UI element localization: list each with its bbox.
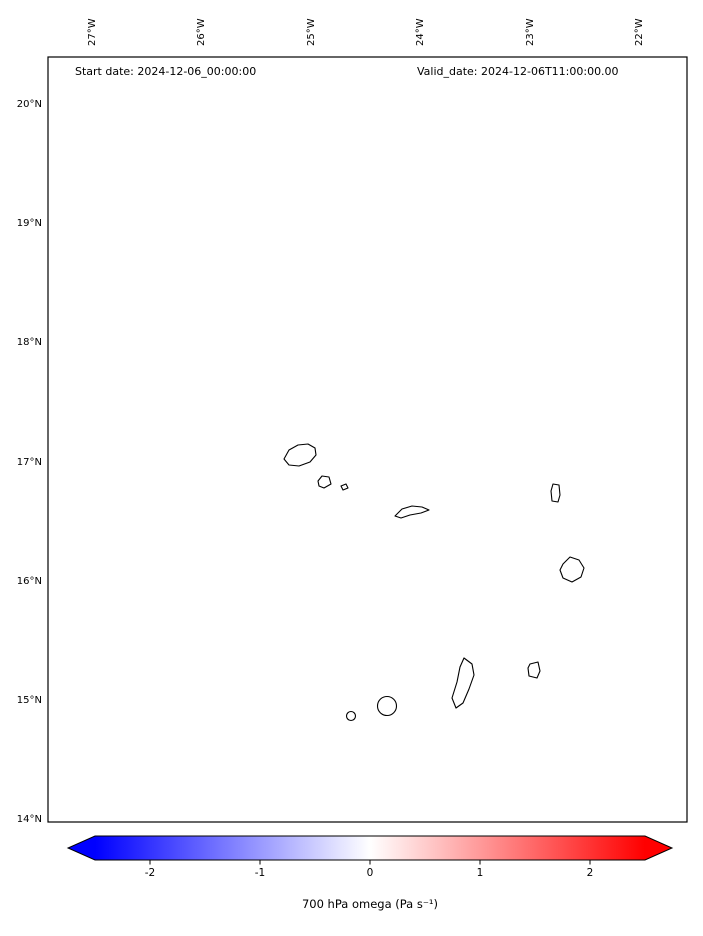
colorbar-left-arrow: [68, 836, 95, 860]
y-tick-label-17n: 17°N: [16, 457, 42, 468]
x-tick-label-25w: 25°W: [306, 18, 317, 46]
start-date-text: Start date: 2024-12-06_00:00:00: [75, 65, 257, 78]
colorbar-tick-label: 2: [587, 867, 594, 879]
colorbar: -2 -1 0 1 2: [66, 835, 674, 879]
colorbar-tick-label: 1: [477, 867, 484, 879]
colorbar-tick-label: 0: [367, 867, 374, 879]
colorbar-gradient: [95, 836, 645, 860]
x-tick-label-23w: 23°W: [525, 18, 536, 46]
x-tick-label-22w: 22°W: [634, 18, 645, 46]
colorbar-outline: [66, 835, 674, 861]
colorbar-ticks: [149, 860, 591, 865]
colorbar-label: 700 hPa omega (Pa s⁻¹): [301, 897, 439, 911]
x-tick-label-24w: 24°W: [415, 18, 426, 46]
colorbar-tick-label: -2: [145, 867, 155, 879]
colorbar-right-arrow: [645, 836, 672, 860]
colorbar-tick-label: -1: [255, 867, 265, 879]
x-tick-label-26w: 26°W: [196, 18, 207, 46]
y-tick-label-19n: 19°N: [16, 218, 42, 229]
y-tick-label-15n: 15°N: [16, 695, 42, 706]
x-tick-label-27w: 27°W: [87, 18, 98, 46]
y-tick-label-18n: 18°N: [16, 337, 42, 348]
plot-title-band: Start date: 2024-12-06_00:00:00 Valid_da…: [49, 62, 686, 81]
omega-field-heatmap: [48, 57, 687, 822]
y-tick-label-16n: 16°N: [16, 576, 42, 587]
valid-date-text: Valid_date: 2024-12-06T11:00:00.00: [417, 65, 619, 78]
y-tick-label-20n: 20°N: [16, 99, 42, 110]
y-tick-label-14n: 14°N: [16, 814, 42, 825]
